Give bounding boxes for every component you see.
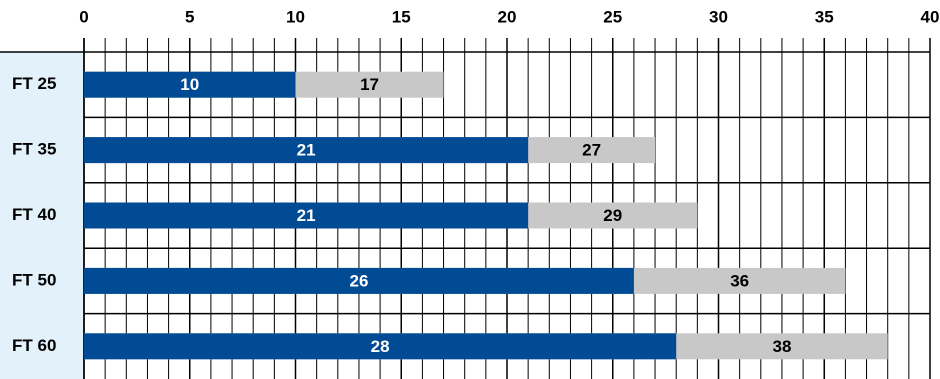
bar <box>84 71 296 98</box>
x-tick-label: 30 <box>709 7 728 26</box>
value-label: 26 <box>349 271 368 290</box>
value-label: 36 <box>730 271 749 290</box>
bar <box>84 137 529 164</box>
x-tick-label: 5 <box>185 7 194 26</box>
value-label: 28 <box>371 337 390 356</box>
value-label: 27 <box>582 141 601 160</box>
x-tick-label: 10 <box>286 7 305 26</box>
x-tick-label: 40 <box>921 7 940 26</box>
x-tick-label: 0 <box>79 7 88 26</box>
x-tick-label: 25 <box>603 7 622 26</box>
value-label: 17 <box>360 75 379 94</box>
bar <box>84 267 634 294</box>
bar <box>84 333 677 360</box>
y-tick-label: FT 40 <box>12 205 56 224</box>
value-label: 10 <box>180 75 199 94</box>
x-tick-label: 15 <box>392 7 411 26</box>
y-tick-label: FT 25 <box>12 74 56 93</box>
category-column <box>0 52 84 379</box>
value-label: 38 <box>772 337 791 356</box>
value-label: 21 <box>297 141 316 160</box>
x-tick-label: 35 <box>815 7 834 26</box>
y-tick-label: FT 50 <box>12 270 56 289</box>
value-label: 21 <box>297 206 316 225</box>
value-label: 29 <box>603 206 622 225</box>
bar <box>84 202 529 229</box>
x-tick-label: 20 <box>498 7 517 26</box>
y-tick-label: FT 35 <box>12 140 56 159</box>
y-tick-label: FT 60 <box>12 336 56 355</box>
